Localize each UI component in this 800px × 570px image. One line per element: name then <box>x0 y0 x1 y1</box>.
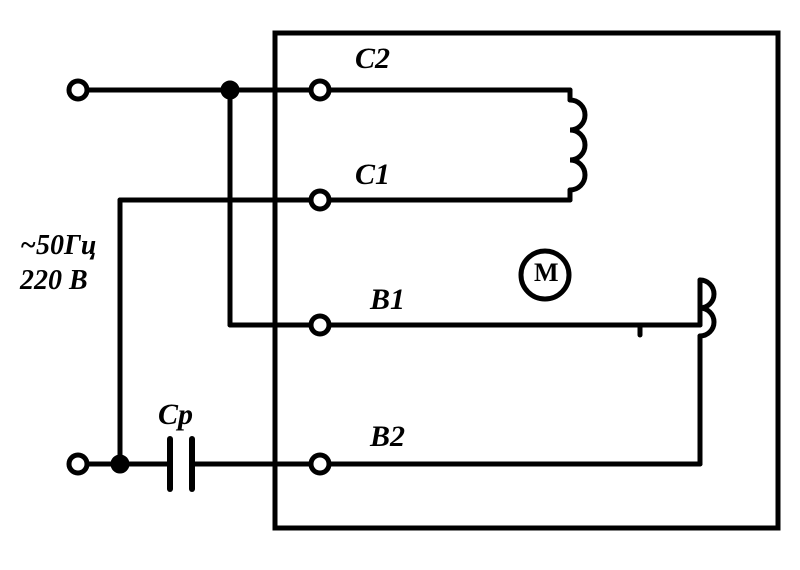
terminal-c1 <box>311 191 329 209</box>
label-motor: М <box>534 258 559 288</box>
terminal-b1 <box>311 316 329 334</box>
supply-terminal-top <box>69 81 87 99</box>
coil-c-winding <box>570 100 585 190</box>
label-cp: Cp <box>158 398 193 432</box>
label-c2: C2 <box>355 42 390 76</box>
label-supply-voltage: 220 В <box>20 265 88 297</box>
terminal-b2 <box>311 455 329 473</box>
terminal-c2 <box>311 81 329 99</box>
supply-terminal-bottom <box>69 455 87 473</box>
label-c1: C1 <box>355 158 390 192</box>
label-b2: B2 <box>370 420 405 454</box>
label-supply-freq: ~50Гц <box>20 230 96 262</box>
junction-bottom <box>113 457 127 471</box>
label-b1: B1 <box>370 283 405 317</box>
